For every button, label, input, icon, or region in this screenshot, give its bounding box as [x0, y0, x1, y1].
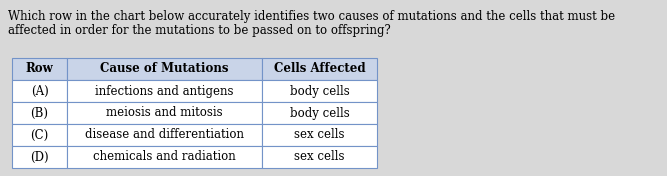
- Text: Row: Row: [25, 62, 53, 76]
- Text: Cells Affected: Cells Affected: [273, 62, 366, 76]
- Bar: [262, 146, 377, 168]
- Bar: [262, 58, 377, 80]
- Bar: [67, 124, 262, 146]
- Text: (D): (D): [30, 150, 49, 164]
- Text: infections and antigens: infections and antigens: [95, 84, 233, 98]
- Text: disease and differentiation: disease and differentiation: [85, 128, 244, 142]
- Bar: [262, 124, 377, 146]
- Text: sex cells: sex cells: [294, 150, 345, 164]
- Bar: [12, 102, 67, 124]
- Text: body cells: body cells: [289, 84, 350, 98]
- Text: (B): (B): [31, 106, 49, 120]
- Text: (A): (A): [31, 84, 49, 98]
- Bar: [262, 80, 377, 102]
- Bar: [67, 80, 262, 102]
- Text: meiosis and mitosis: meiosis and mitosis: [106, 106, 223, 120]
- Bar: [67, 102, 262, 124]
- Text: sex cells: sex cells: [294, 128, 345, 142]
- Bar: [262, 102, 377, 124]
- Bar: [12, 124, 67, 146]
- Text: chemicals and radiation: chemicals and radiation: [93, 150, 236, 164]
- Text: (C): (C): [31, 128, 49, 142]
- Bar: [12, 58, 67, 80]
- Bar: [12, 80, 67, 102]
- Bar: [67, 58, 262, 80]
- Text: Cause of Mutations: Cause of Mutations: [100, 62, 229, 76]
- Text: Which row in the chart below accurately identifies two causes of mutations and t: Which row in the chart below accurately …: [8, 10, 615, 23]
- Text: body cells: body cells: [289, 106, 350, 120]
- Bar: [67, 146, 262, 168]
- Bar: [12, 146, 67, 168]
- Text: affected in order for the mutations to be passed on to offspring?: affected in order for the mutations to b…: [8, 24, 391, 37]
